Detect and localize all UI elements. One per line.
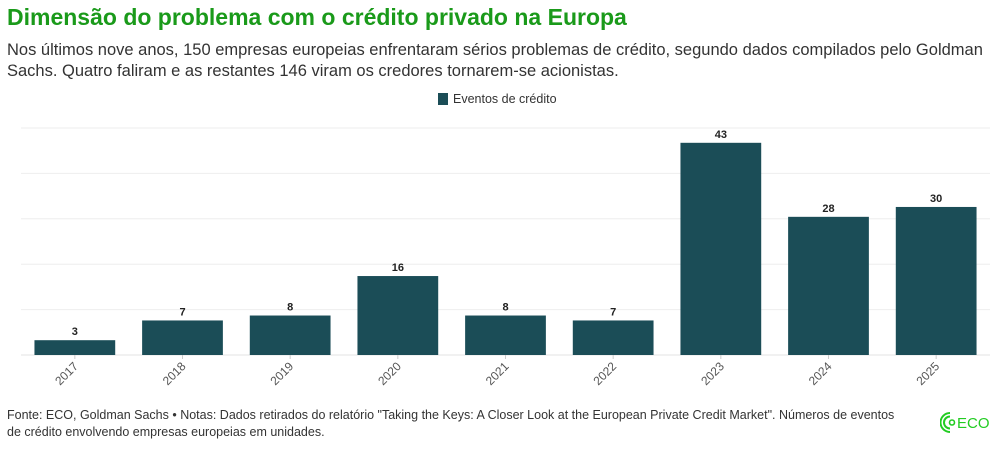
- bar-2023: [680, 142, 762, 355]
- legend-label: Eventos de crédito: [453, 92, 557, 106]
- chart-title: Dimensão do problema com o crédito priva…: [7, 4, 627, 30]
- chart-subtitle: Nos últimos nove anos, 150 empresas euro…: [7, 41, 983, 80]
- x-tick-label-2018: 2018: [160, 359, 189, 388]
- data-label-2021: 8: [502, 302, 508, 314]
- data-label-2019: 8: [287, 302, 293, 314]
- x-tick-label-2023: 2023: [698, 359, 727, 388]
- eco-logo: ECO: [939, 410, 995, 440]
- x-tick-label-2017: 2017: [52, 359, 81, 388]
- x-tick-label-2020: 2020: [375, 359, 404, 388]
- bar-2024: [788, 216, 869, 355]
- legend-swatch: [438, 93, 448, 105]
- data-label-2022: 7: [610, 306, 616, 318]
- bar-2020: [357, 276, 439, 355]
- bar-2019: [249, 315, 331, 355]
- footer-note: Fonte: ECO, Goldman Sachs • Notas: Dados…: [7, 408, 895, 439]
- bar-2017: [34, 340, 116, 355]
- x-tick-label-2019: 2019: [268, 359, 297, 388]
- data-label-2017: 3: [72, 326, 78, 338]
- data-label-2020: 16: [392, 262, 404, 274]
- bar-2022: [572, 320, 654, 355]
- data-label-2024: 28: [822, 203, 834, 215]
- bar-2018: [142, 320, 223, 355]
- data-label-2023: 43: [715, 129, 727, 141]
- x-tick-label-2024: 2024: [806, 359, 835, 388]
- bar-2025: [895, 206, 977, 355]
- bar-2021: [465, 315, 546, 355]
- x-tick-label-2025: 2025: [914, 359, 943, 388]
- svg-text:ECO: ECO: [957, 415, 990, 432]
- data-label-2018: 7: [179, 306, 185, 318]
- legend: Eventos de crédito: [438, 92, 557, 106]
- x-tick-label-2022: 2022: [591, 359, 620, 388]
- data-label-2025: 30: [930, 193, 942, 205]
- x-tick-label-2021: 2021: [483, 359, 512, 388]
